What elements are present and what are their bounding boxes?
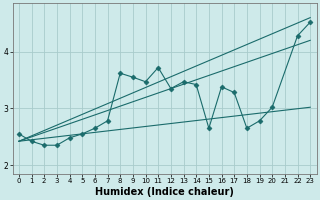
X-axis label: Humidex (Indice chaleur): Humidex (Indice chaleur) bbox=[95, 187, 234, 197]
